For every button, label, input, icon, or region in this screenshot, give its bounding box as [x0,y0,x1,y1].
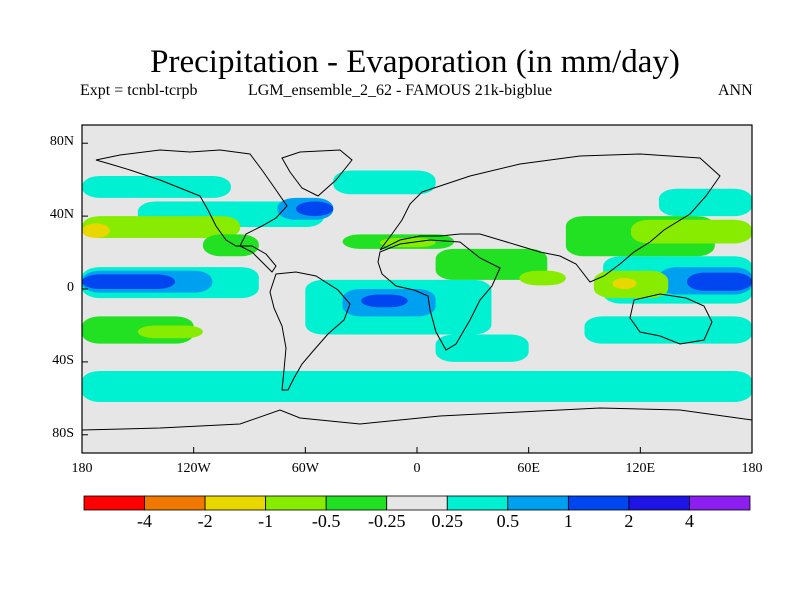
field-region-3 [296,201,334,217]
x-tick-label-2: 60W [291,461,319,476]
field-region-25 [519,270,566,286]
colorbar-swatch-6 [446,495,509,511]
colorbar-swatch-4 [325,495,388,511]
field-region-8 [82,274,176,289]
field-region-4 [333,170,436,195]
field-region-27 [631,219,752,244]
colorbar [83,495,751,511]
colorbar-label-4: -0.25 [367,511,406,531]
field-region-11 [361,294,408,308]
colorbar-swatch-7 [507,495,569,511]
field-region-12 [82,371,752,402]
coast-europe-asia [379,153,721,283]
coast-greenland [281,149,353,197]
field-region-19 [82,223,110,238]
field-region-24 [435,248,548,280]
colorbar-label-1: -2 [197,511,213,531]
chart-title: Precipitation - Evaporation (in mm/day) [150,44,680,80]
field-regions [82,170,752,402]
colorbar-label-7: 1 [563,511,573,531]
x-tick-label-1: 120W [176,461,211,476]
coast-antarctica [82,407,752,431]
field-region-21 [137,325,203,339]
colorbar-swatch-8 [567,495,630,511]
y-tick-label-1: 40N [49,207,74,223]
experiment-label: Expt = tcnbl-tcrpb [80,82,198,99]
colorbar-label-9: 4 [684,511,694,531]
x-tick-label-0: 180 [71,461,93,476]
colorbar-label-0: -4 [137,511,153,531]
coast-north-america [95,149,288,273]
field-region-17 [584,316,752,344]
colorbar-swatch-1 [144,495,206,511]
x-tick-label-4: 60E [517,461,540,476]
colorbar-label-6: 0.5 [496,511,520,531]
coast-south-america [269,271,351,391]
y-tick-label-3: 40S [52,352,74,368]
coast-africa [377,239,501,351]
colorbar-label-2: -1 [258,511,274,531]
field-region-13 [435,334,529,362]
field-region-30 [202,234,259,257]
field-region-5 [658,188,752,217]
field-region-29 [612,278,637,289]
y-tick-label-4: 80S [52,425,74,441]
colorbar-swatch-3 [265,495,327,511]
axis-ticks [81,142,753,453]
field-region-0 [82,176,231,198]
x-tick-label-5: 120E [625,461,656,476]
colorbar-swatch-0 [83,495,145,511]
coastlines [82,149,752,431]
colorbar-label-5: 0.25 [431,511,464,531]
colorbar-swatch-5 [386,495,448,511]
y-tick-label-2: 0 [67,280,74,295]
colorbar-label-3: -0.5 [311,511,341,531]
season-label: ANN [718,82,753,99]
colorbar-label-8: 2 [624,511,634,531]
coast-australia [629,293,713,345]
colorbar-swatch-9 [628,495,690,511]
x-tick-label-3: 0 [413,461,421,476]
colorbar-swatch-2 [204,495,267,511]
y-tick-label-0: 80N [49,134,74,150]
field-region-16 [686,272,752,291]
field-region-18 [82,216,241,238]
x-tick-label-6: 180 [741,461,763,476]
colorbar-swatch-10 [689,495,751,511]
ensemble-label: LGM_ensemble_2_62 - FAMOUS 21k-bigblue [248,82,553,99]
